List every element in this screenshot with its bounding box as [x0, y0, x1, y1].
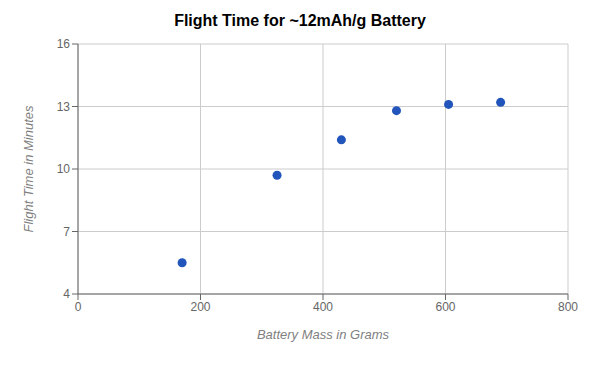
svg-text:800: 800 — [558, 300, 578, 314]
svg-text:400: 400 — [313, 300, 333, 314]
svg-text:16: 16 — [57, 37, 71, 51]
svg-text:0: 0 — [75, 300, 82, 314]
svg-text:4: 4 — [63, 287, 70, 301]
svg-text:10: 10 — [57, 162, 71, 176]
svg-text:13: 13 — [57, 100, 71, 114]
svg-text:Flight Time in Minutes: Flight Time in Minutes — [21, 105, 36, 233]
svg-text:7: 7 — [63, 225, 70, 239]
html-text:Flight Time for ~12mAh/g Batte: Flight Time for ~12mAh/g Battery — [174, 12, 426, 29]
svg-text:600: 600 — [435, 300, 455, 314]
svg-text:Battery Mass in Grams: Battery Mass in Grams — [257, 327, 390, 342]
svg-text:200: 200 — [190, 300, 210, 314]
